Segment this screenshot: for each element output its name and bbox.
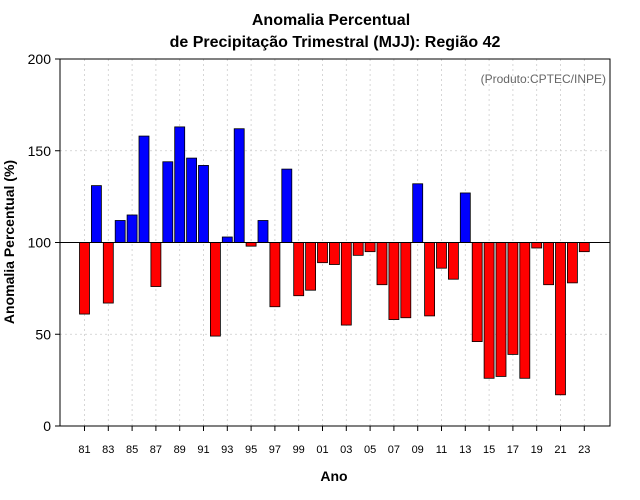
bar-85 [126, 214, 138, 243]
bar-82 [91, 185, 102, 243]
x-tick-label: 23 [578, 444, 590, 456]
bar-12 [447, 242, 459, 280]
bar-01 [317, 242, 328, 264]
bar-89 [174, 126, 186, 243]
x-tick-label: 93 [221, 444, 233, 456]
y-tick-label: 0 [43, 418, 51, 434]
x-tick-label: 01 [316, 444, 328, 456]
x-tick-label: 91 [197, 444, 209, 456]
x-tick-label: 09 [412, 444, 424, 456]
bar-06 [376, 242, 388, 286]
bar-15 [483, 242, 495, 379]
bar-22 [567, 242, 578, 284]
x-tick-label: 97 [269, 444, 281, 456]
bar-09 [412, 183, 424, 243]
bars [79, 126, 590, 396]
bar-84 [114, 220, 126, 243]
bar-00 [305, 242, 317, 291]
x-tick-label: 07 [388, 444, 400, 456]
bar-18 [519, 242, 531, 379]
bar-91 [198, 165, 209, 243]
bar-99 [293, 242, 305, 297]
bar-87 [150, 242, 162, 287]
x-axis-label: Ano [320, 468, 347, 484]
x-tick-label: 13 [459, 444, 471, 456]
bar-02 [328, 242, 340, 265]
y-tick-label: 50 [35, 326, 51, 342]
x-tick-label: 17 [507, 444, 519, 456]
y-tick-label: 100 [28, 235, 52, 251]
bar-88 [162, 161, 174, 243]
x-tick-label: 85 [126, 444, 138, 456]
bar-86 [138, 135, 150, 243]
bar-98 [281, 168, 293, 243]
bar-95 [245, 242, 257, 247]
bar-05 [364, 242, 376, 253]
bar-16 [495, 242, 507, 377]
y-axis: 0 50 100 150 200 [28, 51, 60, 434]
bar-90 [186, 157, 198, 243]
x-tick-label: 11 [436, 444, 447, 456]
bar-04 [352, 242, 364, 256]
bar-97 [269, 242, 281, 308]
bar-94 [233, 128, 245, 243]
x-tick-label: 15 [483, 444, 495, 456]
bar-81 [79, 242, 90, 315]
bar-92 [209, 242, 221, 337]
bar-23 [578, 242, 590, 253]
y-tick-label: 200 [28, 51, 52, 67]
bar-93 [221, 236, 233, 243]
x-tick-label: 83 [102, 444, 114, 456]
x-tick-label: 21 [554, 444, 566, 456]
grid-lines [60, 58, 610, 427]
chart-title-line2: de Precipitação Trimestral (MJJ): Região… [170, 34, 501, 51]
bar-07 [388, 242, 400, 320]
x-tick-label: 03 [340, 444, 352, 456]
bar-20 [543, 242, 554, 286]
bar-96 [257, 220, 269, 243]
bar-10 [424, 242, 436, 317]
bar-13 [459, 192, 471, 243]
bar-83 [102, 242, 114, 304]
x-tick-label: 87 [150, 444, 162, 456]
bar-19 [531, 242, 543, 249]
y-tick-label: 150 [28, 143, 52, 159]
bar-14 [471, 242, 483, 342]
x-tick-label: 99 [293, 444, 305, 456]
bar-03 [340, 242, 352, 326]
y-axis-label: Anomalia Percentual (%) [1, 160, 17, 324]
bar-17 [507, 242, 519, 355]
bar-08 [400, 242, 412, 319]
bar-11 [436, 242, 447, 269]
x-tick-label: 05 [364, 444, 376, 456]
credit-label: (Produto:CPTEC/INPE) [481, 72, 606, 86]
x-tick-label: 89 [174, 444, 186, 456]
chart-title-line1: Anomalia Percentual [252, 12, 410, 29]
x-tick-label: 81 [78, 444, 90, 456]
x-axis: 81 83 85 87 89 91 93 95 97 99 01 03 05 07 09 11 13 15 17 19… [78, 426, 590, 456]
x-tick-label: 95 [245, 444, 257, 456]
x-tick-label: 19 [531, 444, 543, 456]
bar-21 [555, 242, 566, 396]
